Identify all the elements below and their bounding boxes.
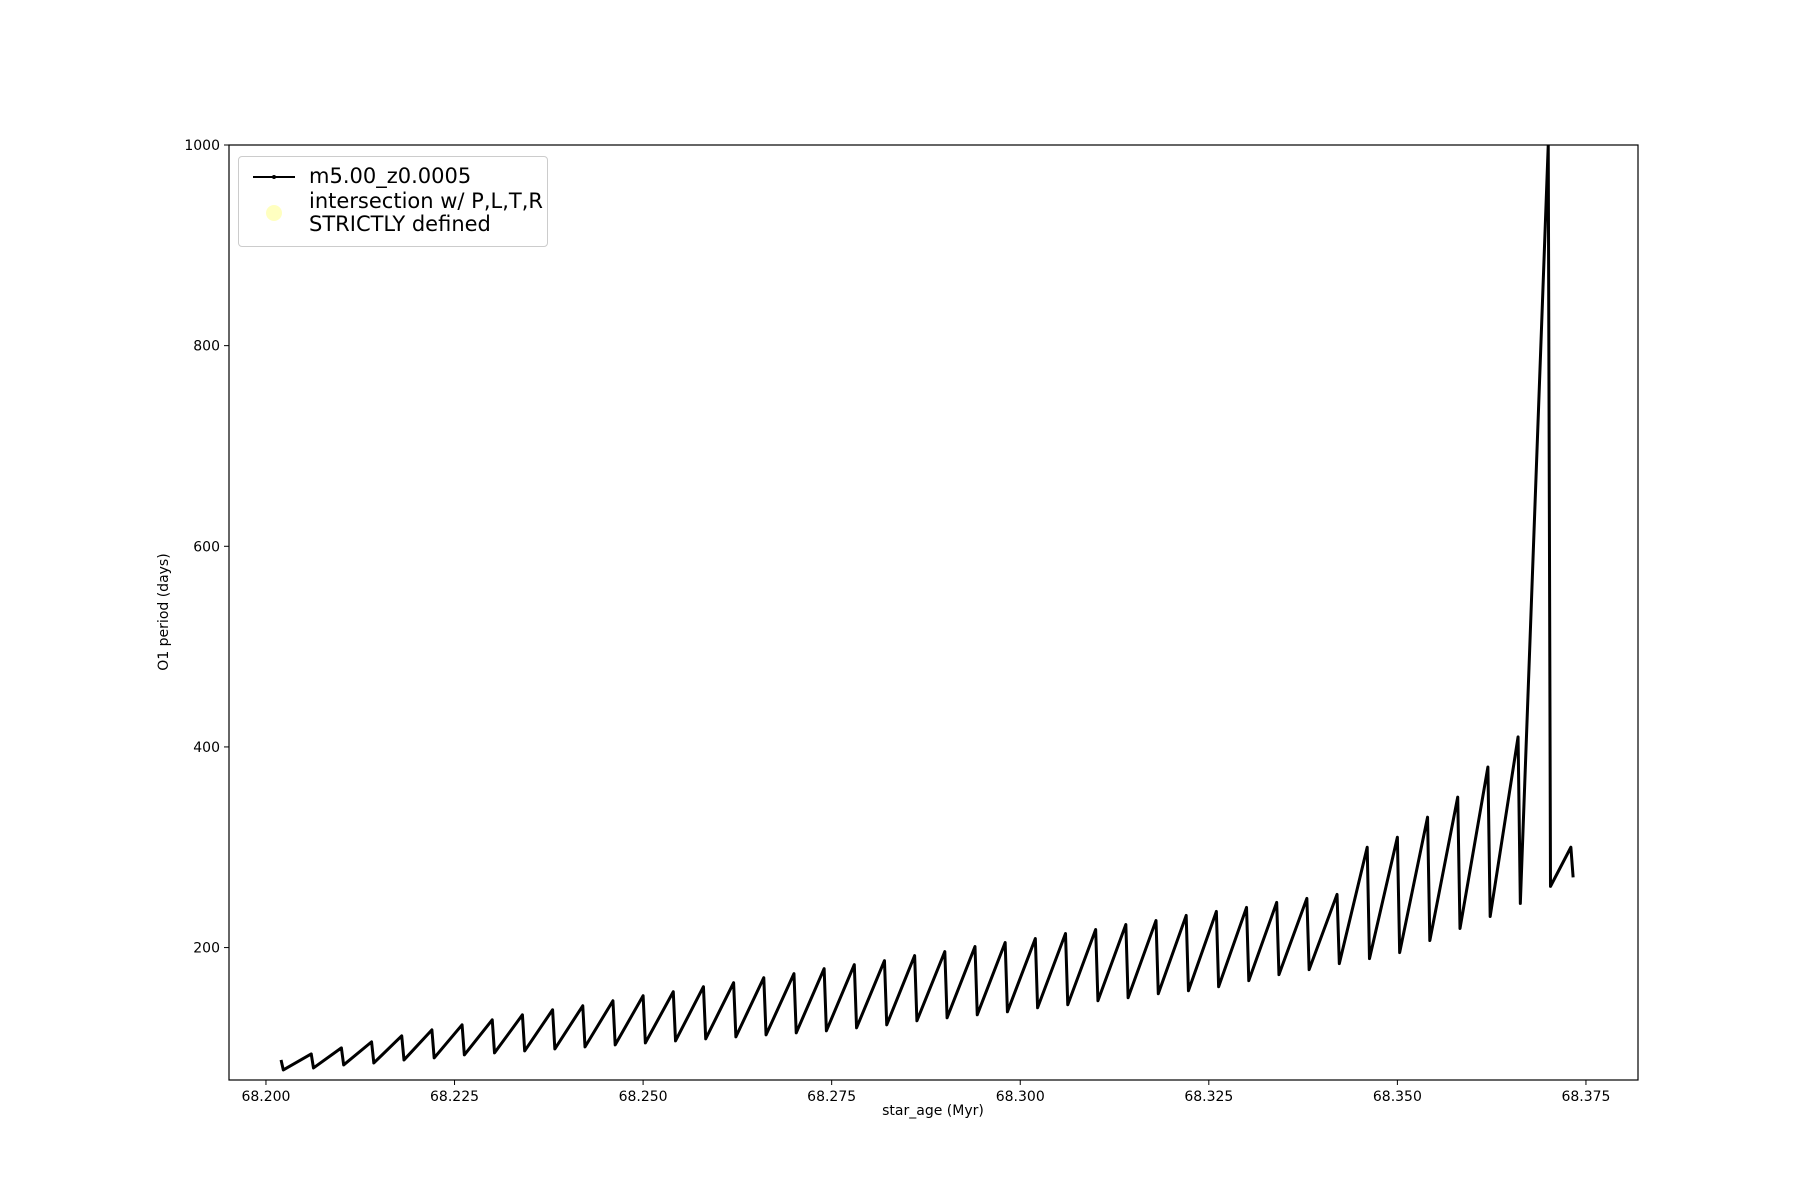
x-tick-label: 68.225 xyxy=(430,1089,479,1105)
x-axis-label: star_age (Myr) xyxy=(882,1103,984,1119)
y-tick-label: 800 xyxy=(193,339,220,355)
legend-entry: intersection w/ P,L,T,R STRICTLY defined xyxy=(239,189,547,237)
legend-label: m5.00_z0.0005 xyxy=(309,164,472,188)
x-tick-label: 68.375 xyxy=(1561,1089,1610,1105)
legend-marker xyxy=(266,205,282,222)
data-line xyxy=(279,145,1575,1072)
y-tick-label: 200 xyxy=(193,941,220,957)
x-tick-label: 68.300 xyxy=(996,1089,1045,1105)
legend-icon xyxy=(266,205,282,222)
x-tick-label: 68.200 xyxy=(241,1089,290,1105)
plot-frame xyxy=(228,144,1639,1081)
legend-label: intersection w/ P,L,T,R STRICTLY defined xyxy=(309,189,543,237)
y-tick-label: 400 xyxy=(193,740,220,756)
y-tick-label: 1000 xyxy=(184,138,220,154)
legend-symbol xyxy=(239,167,309,187)
legend: m5.00_z0.0005 intersection w/ P,L,T,R STR… xyxy=(238,156,548,248)
legend-entry: m5.00_z0.0005 xyxy=(239,164,547,188)
y-axis-label: O1 period (days) xyxy=(156,553,172,670)
x-tick-label: 68.250 xyxy=(619,1089,668,1105)
legend-marker xyxy=(272,174,276,179)
legend-symbol xyxy=(239,203,309,223)
x-tick-label: 68.350 xyxy=(1373,1089,1422,1105)
y-tick-label: 600 xyxy=(193,539,220,555)
x-tick-label: 68.275 xyxy=(807,1089,856,1105)
legend-icon xyxy=(253,174,295,179)
x-tick-label: 68.325 xyxy=(1184,1089,1233,1105)
